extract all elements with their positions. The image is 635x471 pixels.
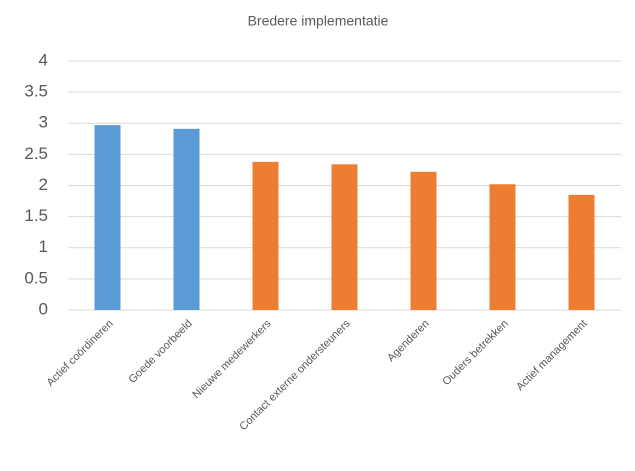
chart-title: Bredere implementatie bbox=[248, 13, 389, 29]
y-tick-label: 0.5 bbox=[24, 268, 48, 287]
x-tick-label: Nieuwe medewerkers bbox=[190, 317, 274, 401]
x-tick-label: Ouders betrekken bbox=[440, 318, 510, 388]
bar bbox=[94, 125, 121, 311]
y-tick-label: 4 bbox=[39, 50, 48, 69]
y-tick-label: 2 bbox=[39, 175, 48, 194]
x-tick-label: Actief coördineren bbox=[44, 318, 115, 389]
x-tick-label: Agenderen bbox=[385, 318, 432, 365]
x-tick-label: Actief management bbox=[514, 318, 590, 394]
bar bbox=[568, 194, 595, 310]
y-tick-label: 3 bbox=[39, 113, 48, 132]
bar bbox=[252, 161, 279, 310]
y-tick-label: 2.5 bbox=[24, 144, 48, 163]
bar bbox=[489, 184, 516, 310]
y-tick-label: 0 bbox=[39, 299, 48, 318]
bar bbox=[331, 164, 358, 310]
bar bbox=[173, 128, 200, 310]
y-tick-label: 3.5 bbox=[24, 82, 48, 101]
bar bbox=[410, 171, 437, 310]
y-tick-label: 1 bbox=[39, 237, 48, 256]
x-tick-label: Goede voorbeeld bbox=[127, 318, 195, 386]
y-tick-label: 1.5 bbox=[24, 206, 48, 225]
